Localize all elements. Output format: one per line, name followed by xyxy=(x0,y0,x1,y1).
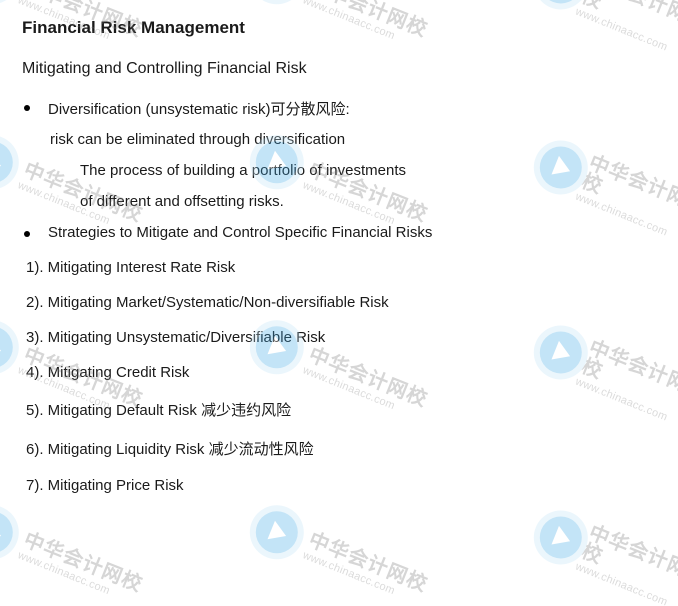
watermark: 中华会计网校www.chinaacc.com xyxy=(242,497,435,606)
watermark-logo-icon xyxy=(242,0,312,12)
page-title: Financial Risk Management xyxy=(22,18,656,38)
list-item: 2). Mitigating Market/Systematic/Non-div… xyxy=(26,294,656,311)
bullet-1-sub-1: risk can be eliminated through diversifi… xyxy=(50,131,656,148)
bullet-1-sub-3: of different and offsetting risks. xyxy=(80,193,656,210)
watermark-cn: 中华会计网校 xyxy=(579,522,678,599)
watermark-cn: 中华会计网校 xyxy=(21,529,145,595)
bullet-2-text: Strategies to Mitigate and Control Speci… xyxy=(48,224,432,241)
watermark-logo-icon xyxy=(0,0,27,12)
list-item: 4). Mitigating Credit Risk xyxy=(26,364,656,381)
watermark-text: 中华会计网校www.chinaacc.com xyxy=(301,529,430,606)
watermark-url: www.chinaacc.com xyxy=(574,561,677,606)
list-item: 1). Mitigating Interest Rate Risk xyxy=(26,259,656,276)
watermark-logo-icon xyxy=(242,497,312,567)
section-subtitle: Mitigating and Controlling Financial Ris… xyxy=(22,60,656,78)
list-item: 7). Mitigating Price Risk xyxy=(26,477,656,494)
watermark: 中华会计网校www.chinaacc.com xyxy=(526,502,678,606)
bullet-item-1: Diversification (unsystematic risk)可分散风险… xyxy=(22,98,656,119)
watermark-cn: 中华会计网校 xyxy=(306,529,430,595)
list-item: 5). Mitigating Default Risk 减少违约风险 xyxy=(26,399,656,420)
watermark-logo-icon xyxy=(526,0,589,14)
watermark-text: 中华会计网校www.chinaacc.com xyxy=(16,529,145,606)
bullet-item-2: Strategies to Mitigate and Control Speci… xyxy=(22,224,656,241)
document-page: 中华会计网校www.chinaacc.com中华会计网校www.chinaacc… xyxy=(0,0,678,606)
watermark-url: www.chinaacc.com xyxy=(16,550,137,606)
watermark-logo-icon xyxy=(0,497,27,567)
bullet-dot-icon xyxy=(24,231,30,237)
list-item: 3). Mitigating Unsystematic/Diversifiabl… xyxy=(26,329,656,346)
bullet-1-text: Diversification (unsystematic risk)可分散风险… xyxy=(48,98,350,119)
list-item: 6). Mitigating Liquidity Risk 减少流动性风险 xyxy=(26,438,656,459)
watermark: 中华会计网校www.chinaacc.com xyxy=(0,497,149,606)
bullet-1-sub-2: The process of building a portfolio of i… xyxy=(80,162,656,179)
watermark-logo-icon xyxy=(526,502,589,569)
bullet-dot-icon xyxy=(24,105,30,111)
watermark-text: 中华会计网校www.chinaacc.com xyxy=(574,522,678,606)
watermark-logo-icon xyxy=(0,312,27,382)
watermark-logo-icon xyxy=(0,127,27,197)
watermark-url: www.chinaacc.com xyxy=(301,550,422,606)
